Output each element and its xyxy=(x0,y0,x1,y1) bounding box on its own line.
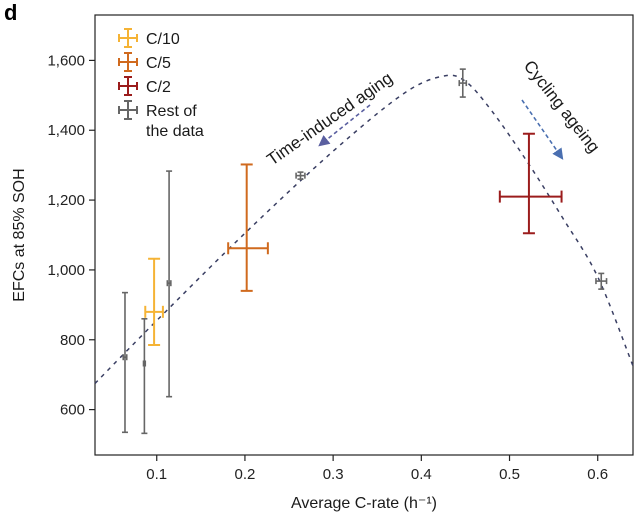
plot-frame xyxy=(94,14,634,456)
y-tick-label: 1,200 xyxy=(47,192,85,209)
legend-label: C/10 xyxy=(146,31,180,48)
legend-label: C/2 xyxy=(146,79,171,96)
data-point xyxy=(166,170,173,398)
y-tick-label: 1,600 xyxy=(47,52,85,69)
annotation-time-induced-arrow xyxy=(318,104,371,147)
legend-label: Rest of the data xyxy=(146,103,204,140)
points-layer xyxy=(121,68,608,435)
data-point xyxy=(144,257,164,346)
x-tick-label: 0.2 xyxy=(235,466,256,483)
trend-line xyxy=(94,74,634,384)
data-point xyxy=(121,291,128,434)
data-point xyxy=(227,163,269,292)
x-tick-label: 0.6 xyxy=(587,466,608,483)
data-point xyxy=(295,171,306,180)
y-tick-label: 1,000 xyxy=(47,262,85,279)
ticks-layer: 0.1 0.2 0.3 0.4 0.5 0.6 600 800 1,000 1,200 1,400 1… xyxy=(47,52,608,483)
x-axis-title: Average C-rate (h⁻¹) xyxy=(291,495,437,512)
legend-item: C/5 xyxy=(118,52,171,72)
x-tick-label: 0.5 xyxy=(499,466,520,483)
data-point xyxy=(595,272,608,290)
y-tick-label: 1,400 xyxy=(47,122,85,139)
legend-item: C/2 xyxy=(118,76,171,96)
y-tick-label: 800 xyxy=(60,332,85,349)
annotation-cycling: Cycling ageing xyxy=(520,57,604,160)
y-axis-title: EFCs at 85% SOH xyxy=(11,168,28,301)
trend-layer xyxy=(94,74,634,384)
x-tick-label: 0.3 xyxy=(323,466,344,483)
data-point xyxy=(141,318,148,435)
data-point xyxy=(458,68,468,98)
legend-item: C/10 xyxy=(118,28,180,48)
y-tick-label: 600 xyxy=(60,402,85,419)
annotation-cycling-arrow xyxy=(521,99,564,160)
data-point xyxy=(498,132,563,235)
legend: C/10 C/5 C/2 Rest of the data xyxy=(118,28,204,140)
panel-label: d xyxy=(4,0,17,25)
x-tick-label: 0.4 xyxy=(411,466,432,483)
legend-label: C/5 xyxy=(146,55,171,72)
x-tick-label: 0.1 xyxy=(146,466,167,483)
annotation-cycling-text: Cycling ageing xyxy=(520,57,604,157)
legend-item: Rest of the data xyxy=(118,100,204,140)
